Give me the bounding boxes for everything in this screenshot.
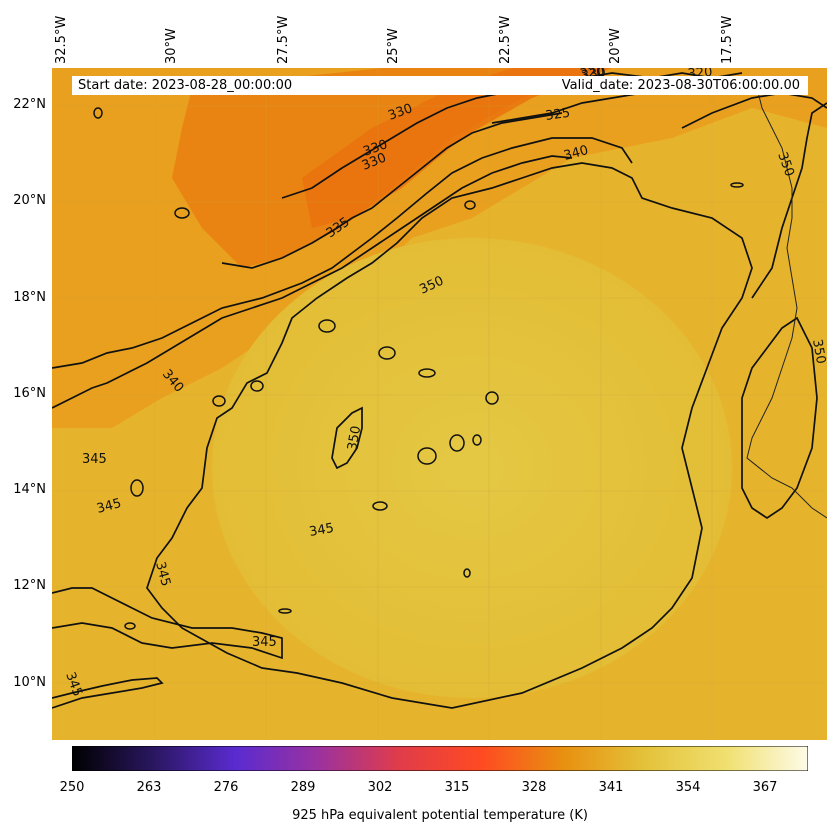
contour-label: 345 (95, 496, 123, 517)
contour-label: 350 (809, 338, 827, 365)
lat-label-10n: 10°N (13, 675, 46, 690)
contour-330-east (681, 92, 827, 129)
contour-label: 345 (152, 560, 173, 588)
field-hot-core (302, 68, 612, 228)
lon-label-30w: 30°W (164, 28, 179, 64)
lon-label-27-5w: 27.5°W (276, 15, 291, 64)
contour-350-island (331, 406, 363, 470)
colorbar-tick: 289 (290, 780, 316, 795)
coastline (746, 87, 827, 519)
contour-335 (221, 112, 563, 269)
colorbar (72, 746, 808, 771)
theta-e-map: 330 325 320 320 330 330 330 335 340 340 … (52, 68, 827, 740)
lat-label-16n: 16°N (13, 386, 46, 401)
lat-label-12n: 12°N (13, 578, 46, 593)
contour-350-main (146, 162, 753, 709)
start-date-label: Start date: 2023-08-28_00:00:00 (78, 78, 293, 93)
lon-label-25w: 25°W (386, 28, 401, 64)
contour-345-south (52, 587, 283, 660)
contour-345-west (52, 155, 573, 409)
contour-label: 345 (82, 452, 107, 467)
field-core (212, 238, 732, 698)
valid-date-label: Valid_date: 2023-08-30T06:00:00.00 (561, 78, 800, 93)
contour-label: 345 (308, 521, 335, 540)
colorbar-tick: 250 (59, 780, 85, 795)
contour-345-sw (52, 677, 164, 709)
colorbar-tick: 328 (521, 780, 547, 795)
contour-345-east (751, 102, 827, 299)
lat-label-22n: 22°N (13, 97, 46, 112)
colorbar-tick: 263 (136, 780, 162, 795)
colorbar-tick: 341 (598, 780, 624, 795)
contour-325 (491, 92, 643, 124)
contour-label: 340 (562, 143, 590, 164)
colorbar-tick: 315 (444, 780, 470, 795)
contour-350-east (741, 316, 818, 520)
colorbar-tick: 354 (675, 780, 701, 795)
contour-330 (281, 92, 503, 199)
lon-label-32-5w: 32.5°W (54, 15, 69, 64)
colorbar-tick: 276 (213, 780, 239, 795)
lon-label-17-5w: 17.5°W (720, 15, 735, 64)
colorbar-label: 925 hPa equivalent potential temperature… (292, 808, 588, 823)
lat-label-18n: 18°N (13, 290, 46, 305)
colorbar-tick: 367 (752, 780, 778, 795)
contour-label: 325 (544, 106, 571, 124)
colorbar-tick: 302 (367, 780, 393, 795)
contour-label: 345 (252, 635, 277, 650)
contour-islands (93, 107, 744, 630)
lon-label-22-5w: 22.5°W (498, 15, 513, 64)
lon-label-20w: 20°W (608, 28, 623, 64)
contour-label: 350 (345, 425, 364, 452)
lat-label-14n: 14°N (13, 482, 46, 497)
contour-340 (52, 137, 633, 369)
lat-label-20n: 20°N (13, 193, 46, 208)
info-bar: Start date: 2023-08-28_00:00:00 Valid_da… (72, 76, 808, 95)
